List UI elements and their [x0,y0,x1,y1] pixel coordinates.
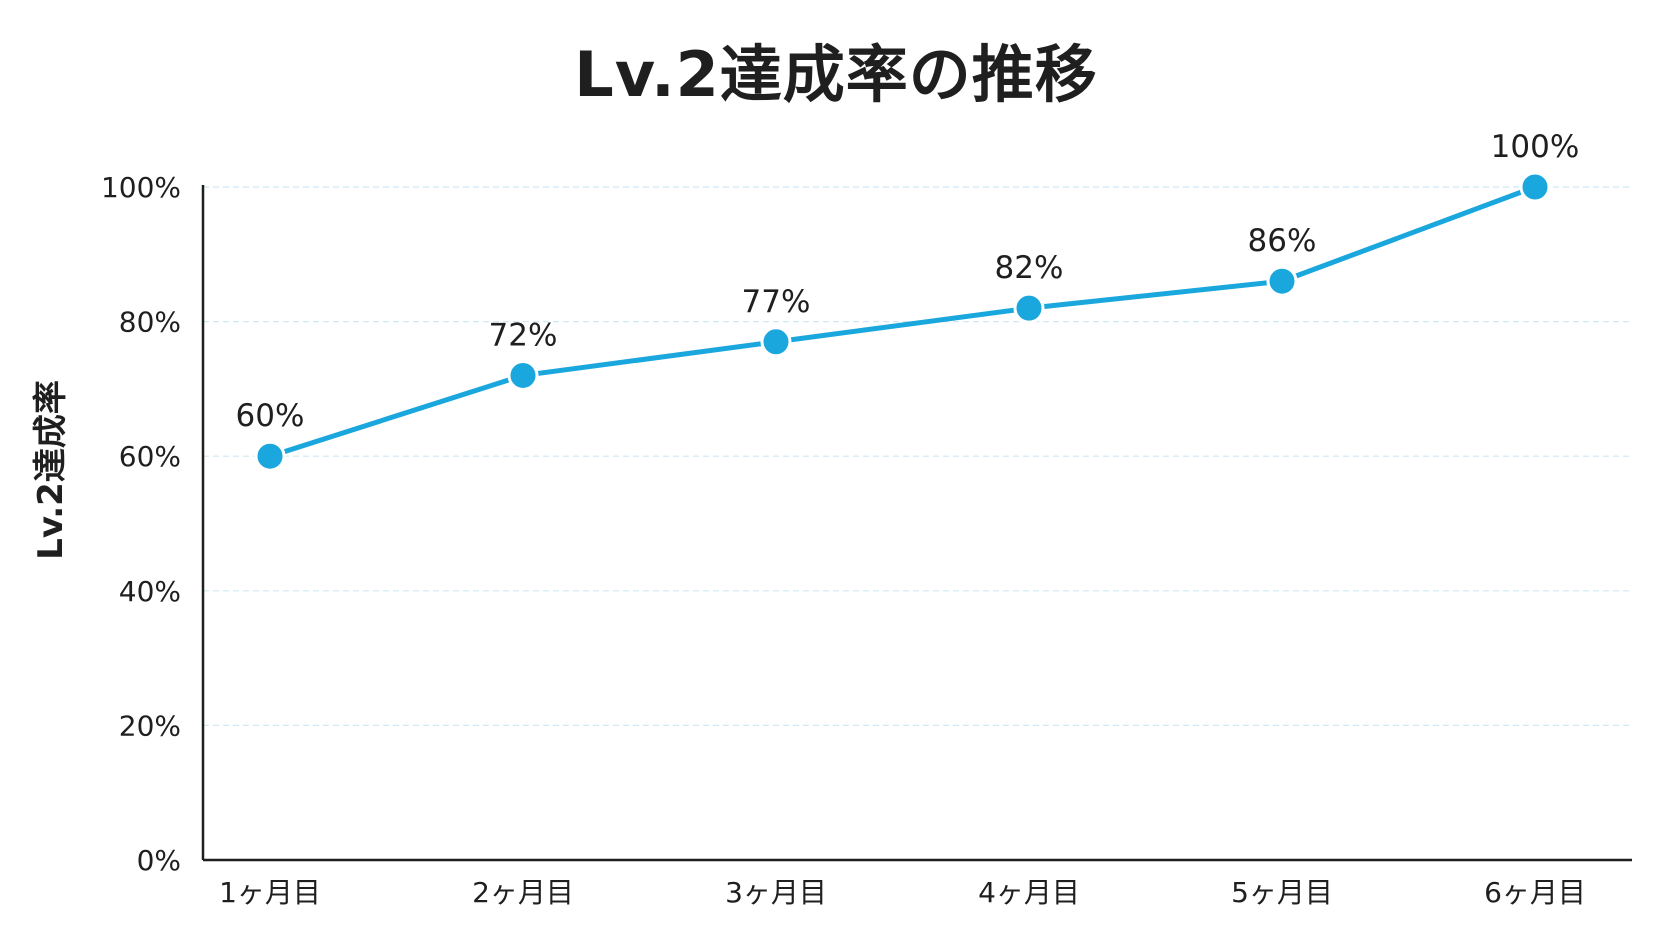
data-point [507,359,539,391]
y-tick-label: 100% [101,171,181,204]
x-tick-label: 1ヶ月目 [219,876,321,909]
data-point [1519,171,1551,203]
y-tick-label: 40% [119,575,181,608]
series-line [267,184,1538,459]
data-label: 86% [1248,223,1317,259]
data-label: 100% [1491,129,1580,165]
gridlines [203,186,1632,727]
chart-title: Lv.2達成率の推移 [574,38,1098,111]
y-tick-labels: 0% 20% 40% 60% 80% 100% [101,171,181,877]
data-point [254,440,286,472]
data-point [1013,292,1045,324]
series-line-layer [267,184,1538,459]
data-label: 77% [742,284,811,320]
x-tick-labels: 1ヶ月目 2ヶ月目 3ヶ月目 4ヶ月目 5ヶ月目 6ヶ月目 [219,876,1586,909]
x-tick-label: 5ヶ月目 [1231,876,1333,909]
y-axis-title: Lv.2達成率 [31,380,71,560]
y-tick-label: 80% [119,306,181,339]
x-tick-label: 4ヶ月目 [978,876,1080,909]
data-label: 72% [489,317,558,353]
data-point [760,326,792,358]
x-tick-label: 2ヶ月目 [472,876,574,909]
x-tick-label: 3ヶ月目 [725,876,827,909]
y-tick-label: 0% [137,844,181,877]
x-tick-label: 6ヶ月目 [1484,876,1586,909]
axes [201,185,1632,862]
data-label: 60% [236,398,305,434]
data-point [1266,265,1298,297]
y-tick-label: 20% [119,709,181,742]
data-points [254,171,1551,472]
data-label: 82% [995,250,1064,286]
y-tick-label: 60% [119,440,181,473]
data-labels: 60% 72% 77% 82% 86% 100% [236,129,1580,434]
